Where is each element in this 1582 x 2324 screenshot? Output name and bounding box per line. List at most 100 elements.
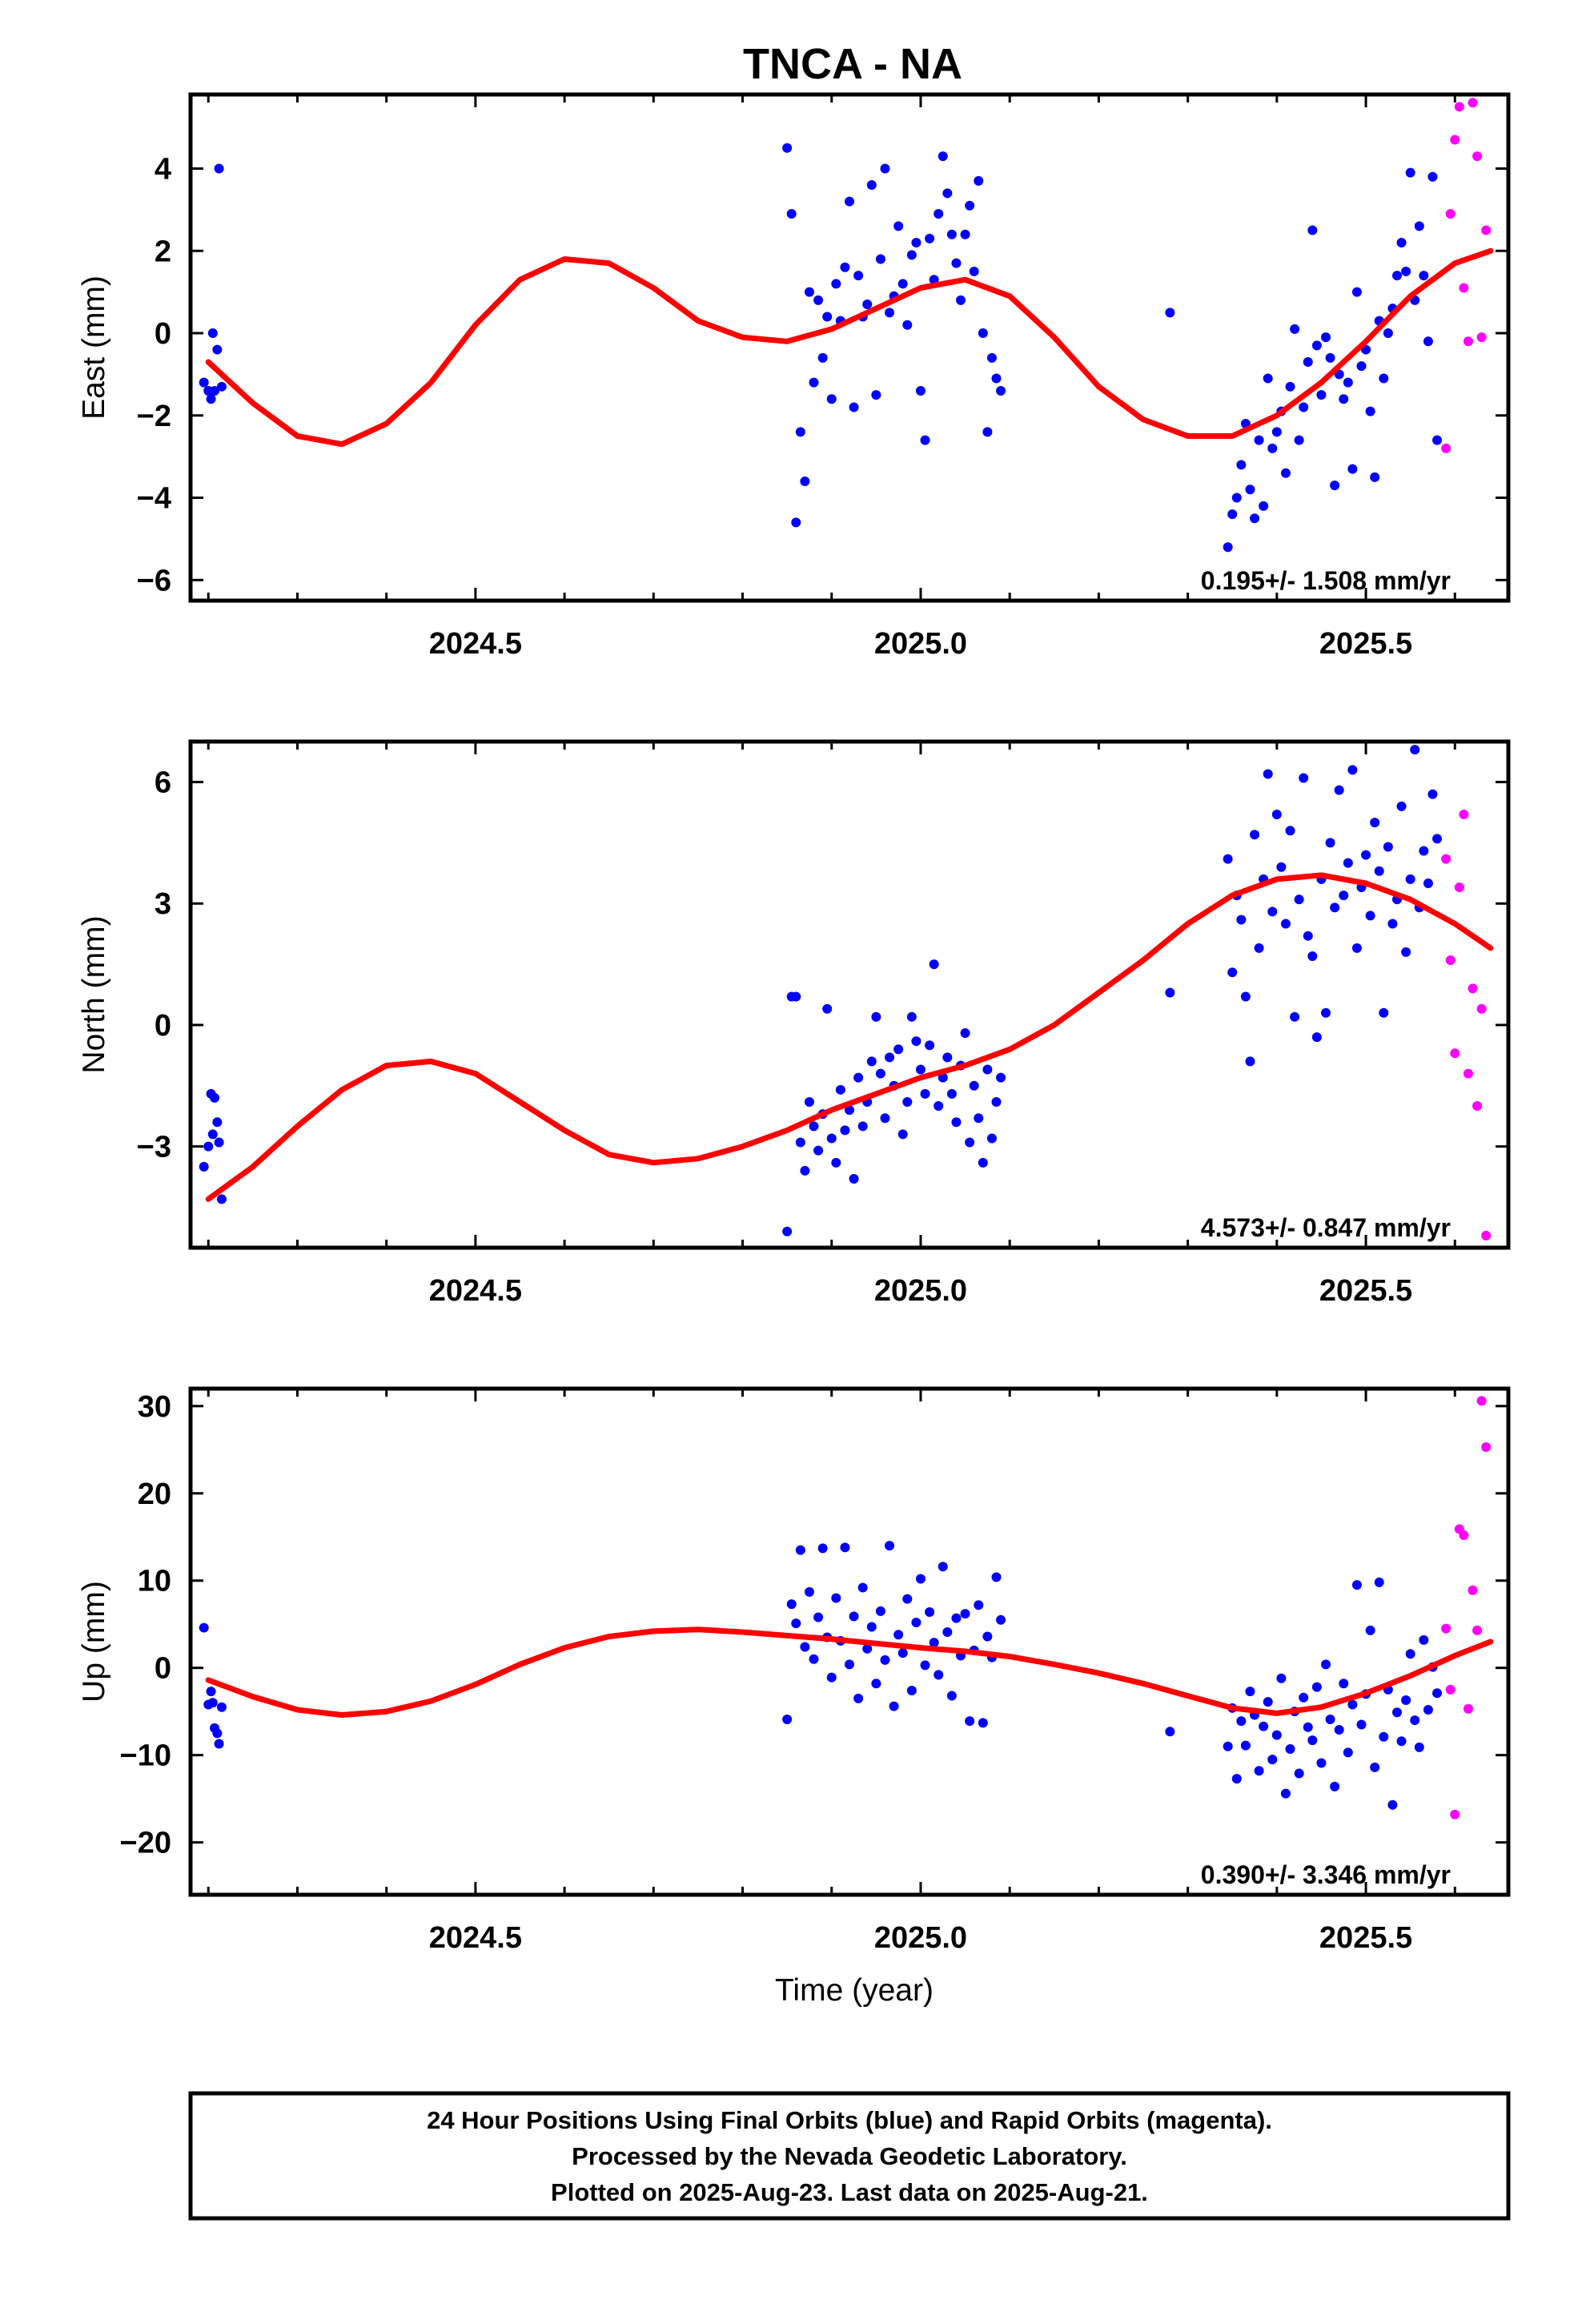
east-final-point [1325,352,1335,363]
north-y-tick-label: −3 [137,1131,171,1164]
north-final-point [1276,862,1287,872]
east-final-point [1321,332,1331,343]
north-final-point [1321,1007,1331,1018]
east-rapid-point [1454,102,1464,112]
up-final-point [1356,1719,1367,1730]
east-plot-frame [188,92,1511,603]
north-final-point [1383,842,1393,852]
up-rapid-point [1445,1684,1456,1695]
north-final-point [920,1088,930,1099]
up-final-point [817,1543,828,1554]
x-axis-label: Time (year) [775,1973,934,2008]
up-rapid-point [1463,1703,1473,1714]
east-final-point [1236,460,1247,470]
caption-line-1: 24 Hour Positions Using Final Orbits (bl… [427,2106,1272,2134]
up-final-point [991,1572,1002,1582]
north-final-point [875,1068,885,1079]
north-final-point [925,1040,935,1051]
east-final-point [206,394,216,404]
north-final-point [1379,1007,1389,1018]
east-rapid-point [1463,336,1473,347]
up-final-point [1231,1774,1242,1784]
up-final-point [1414,1742,1424,1752]
north-plot-frame [188,739,1511,1250]
north-final-point [946,1088,957,1099]
up-final-point [965,1716,975,1727]
east-final-point [207,328,218,339]
up-final-point [1387,1799,1398,1810]
north-final-point [849,1174,859,1184]
east-final-point [826,394,837,404]
east-panel: −6 −4 −2 0 2 4 2024.5 2025.0 2025.5 East (mm) 0… [77,92,1511,661]
up-final-point [1285,1744,1295,1755]
north-final-point [1361,850,1371,860]
north-final-point [1387,919,1398,929]
east-final-point [199,377,209,388]
north-y-tick-label: 0 [155,1009,171,1043]
north-final-point [906,1011,917,1022]
north-final-point [782,1226,793,1236]
north-rapid-point [1472,1101,1483,1112]
east-final-point [1383,328,1393,339]
north-rapid-point [1450,1048,1460,1059]
north-final-point [212,1117,223,1128]
east-final-point [946,229,957,239]
up-final-point [1236,1716,1247,1727]
north-final-point [902,1096,913,1107]
east-final-point [974,175,984,186]
north-x-tick-label: 2025.5 [1319,1274,1412,1308]
north-final-point [1236,915,1247,925]
east-final-point [1347,464,1358,474]
east-y-tick-label: 4 [155,152,171,186]
up-final-point [1405,1649,1415,1659]
east-y-axis-label: East (mm) [77,275,111,420]
north-final-point [1427,789,1438,799]
east-final-point [956,295,966,305]
east-final-point [216,381,227,392]
east-final-point [1432,435,1443,445]
east-rapid-point [1472,151,1483,162]
north-final-point [965,1137,975,1148]
up-x-tick-label: 2025.0 [874,1921,967,1955]
up-rapid-point [1459,1530,1469,1541]
up-final-point [906,1686,917,1696]
east-final-point [978,328,988,339]
east-rapid-point [1450,135,1460,145]
east-final-point [986,352,997,363]
east-final-point [991,373,1002,384]
east-final-point [875,254,885,264]
up-final-point [889,1701,899,1711]
east-y-tick-label: −4 [137,482,171,516]
up-y-tick-label: 0 [155,1652,171,1686]
north-rapid-point [1468,983,1478,994]
north-final-point [885,1052,895,1063]
east-final-point [1227,509,1238,520]
north-final-point [857,1121,868,1132]
up-final-point [996,1614,1006,1625]
east-x-tick-label: 2025.0 [874,627,967,661]
north-final-point [938,1072,948,1083]
north-final-point [996,1072,1006,1083]
east-final-point [929,275,939,285]
up-final-point [809,1654,819,1664]
north-final-point [969,1080,979,1091]
up-final-point [1374,1577,1384,1587]
up-final-point [938,1562,948,1572]
up-final-point [920,1660,930,1671]
up-final-point [915,1574,926,1584]
east-final-point [960,229,970,239]
up-y-tick-label: −20 [120,1827,171,1860]
north-final-point [1254,943,1264,953]
north-final-point [986,1133,997,1144]
east-final-point [893,221,904,231]
east-final-point [951,258,962,268]
east-final-point [938,151,948,162]
up-final-point [1343,1747,1353,1758]
up-final-point [199,1622,209,1633]
caption-box: 24 Hour Positions Using Final Orbits (bl… [188,2091,1511,2221]
up-rapid-point [1472,1625,1483,1635]
east-final-point [1405,167,1415,178]
east-final-point [831,279,841,289]
north-final-point [1374,866,1384,876]
